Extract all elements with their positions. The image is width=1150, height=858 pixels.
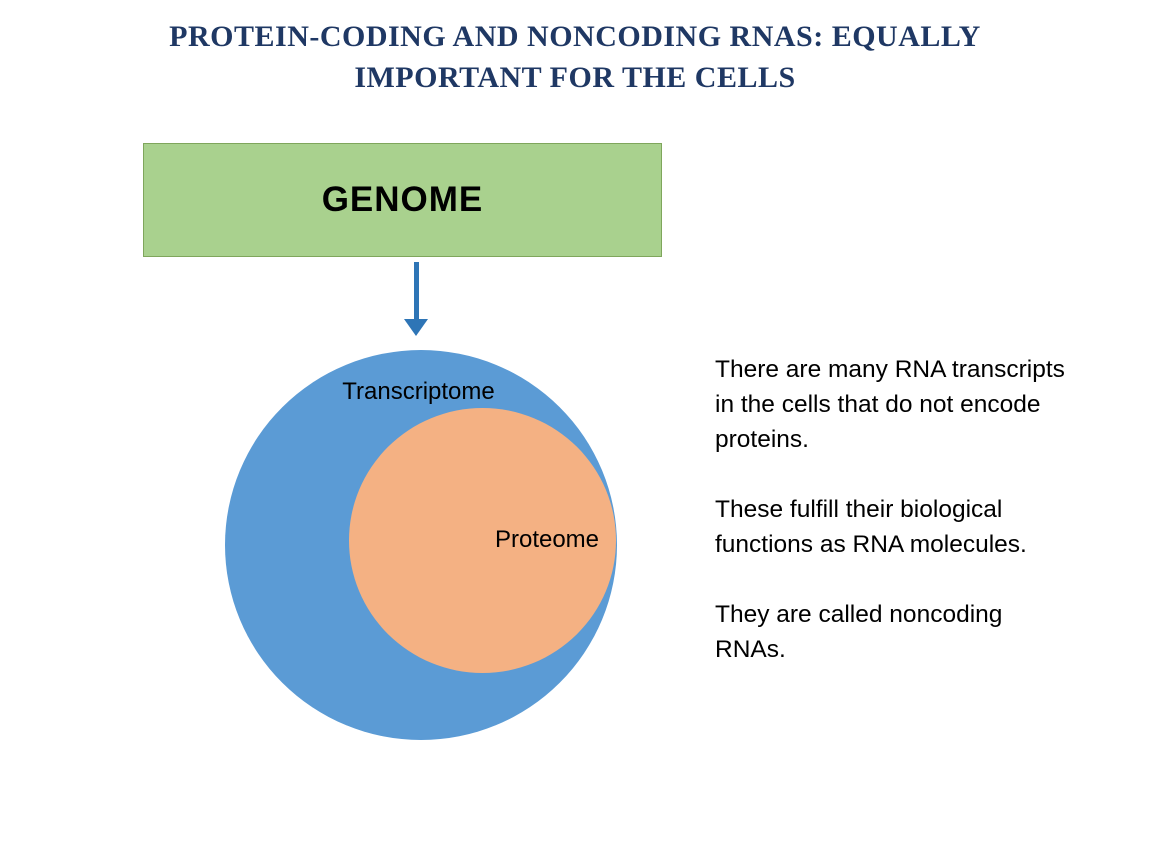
- down-arrow-icon: [404, 262, 428, 336]
- transcriptome-label: Transcriptome: [342, 378, 495, 405]
- genome-box: GENOME: [143, 143, 662, 257]
- note-paragraph: They are called noncoding RNAs.: [715, 601, 1003, 663]
- note-paragraph: These fulfill their biological functions…: [715, 496, 1027, 558]
- slide-title-line2: IMPORTANT FOR THE CELLS: [354, 61, 796, 94]
- genome-label: GENOME: [321, 180, 484, 219]
- slide-title: PROTEIN-CODING AND NONCODING RNAS: EQUAL…: [0, 16, 1150, 98]
- proteome-label: Proteome: [494, 526, 600, 553]
- down-arrow-head: [404, 319, 428, 336]
- down-arrow-stem: [413, 262, 419, 319]
- note-paragraph: There are many RNA transcripts in the ce…: [715, 356, 1065, 453]
- proteome-circle: [349, 408, 616, 673]
- slide-title-line1: PROTEIN-CODING AND NONCODING RNAS: EQUAL…: [169, 20, 981, 53]
- notes-text-block: There are many RNA transcripts in the ce…: [715, 352, 1075, 702]
